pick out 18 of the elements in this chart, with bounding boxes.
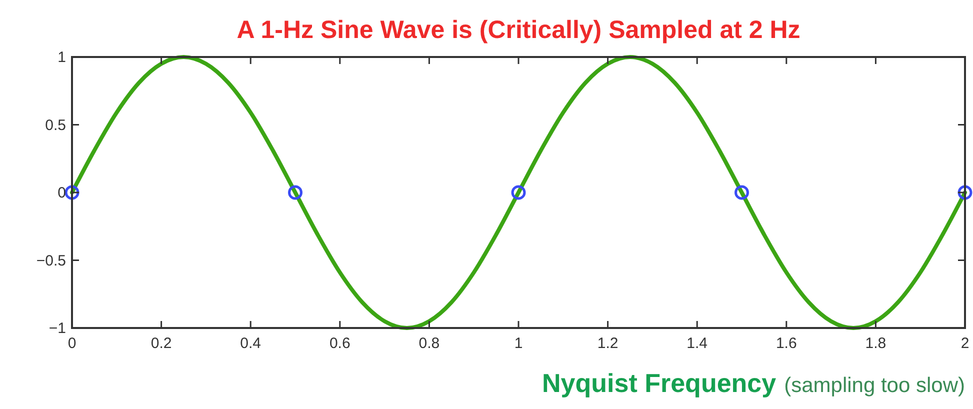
chart-title: A 1-Hz Sine Wave is (Critically) Sampled at 2 Hz <box>236 16 800 44</box>
x-tick-label: 1.6 <box>776 335 797 352</box>
x-tick-label: 0.6 <box>329 335 350 352</box>
y-tick-label: −0.5 <box>36 252 66 270</box>
y-tick-label: 1 <box>58 49 66 66</box>
y-tick-label: 0.5 <box>45 116 66 134</box>
text: (sampling too slow) <box>784 374 965 397</box>
y-tick-label: −1 <box>48 320 66 337</box>
x-axis-title: Nyquist Frequency <box>542 368 777 398</box>
y-tick-label: 0 <box>58 184 66 202</box>
x-tick-label: 1.8 <box>865 335 886 352</box>
x-tick-label: 0.8 <box>418 335 440 352</box>
x-tick-label: 0.2 <box>150 335 172 352</box>
x-tick-label: 0.4 <box>240 335 262 352</box>
x-tick-label: 1 <box>514 335 523 352</box>
x-tick-label: 1.4 <box>686 335 708 352</box>
x-tick-label: 2 <box>960 335 970 352</box>
x-tick-label: 1.2 <box>597 335 618 352</box>
